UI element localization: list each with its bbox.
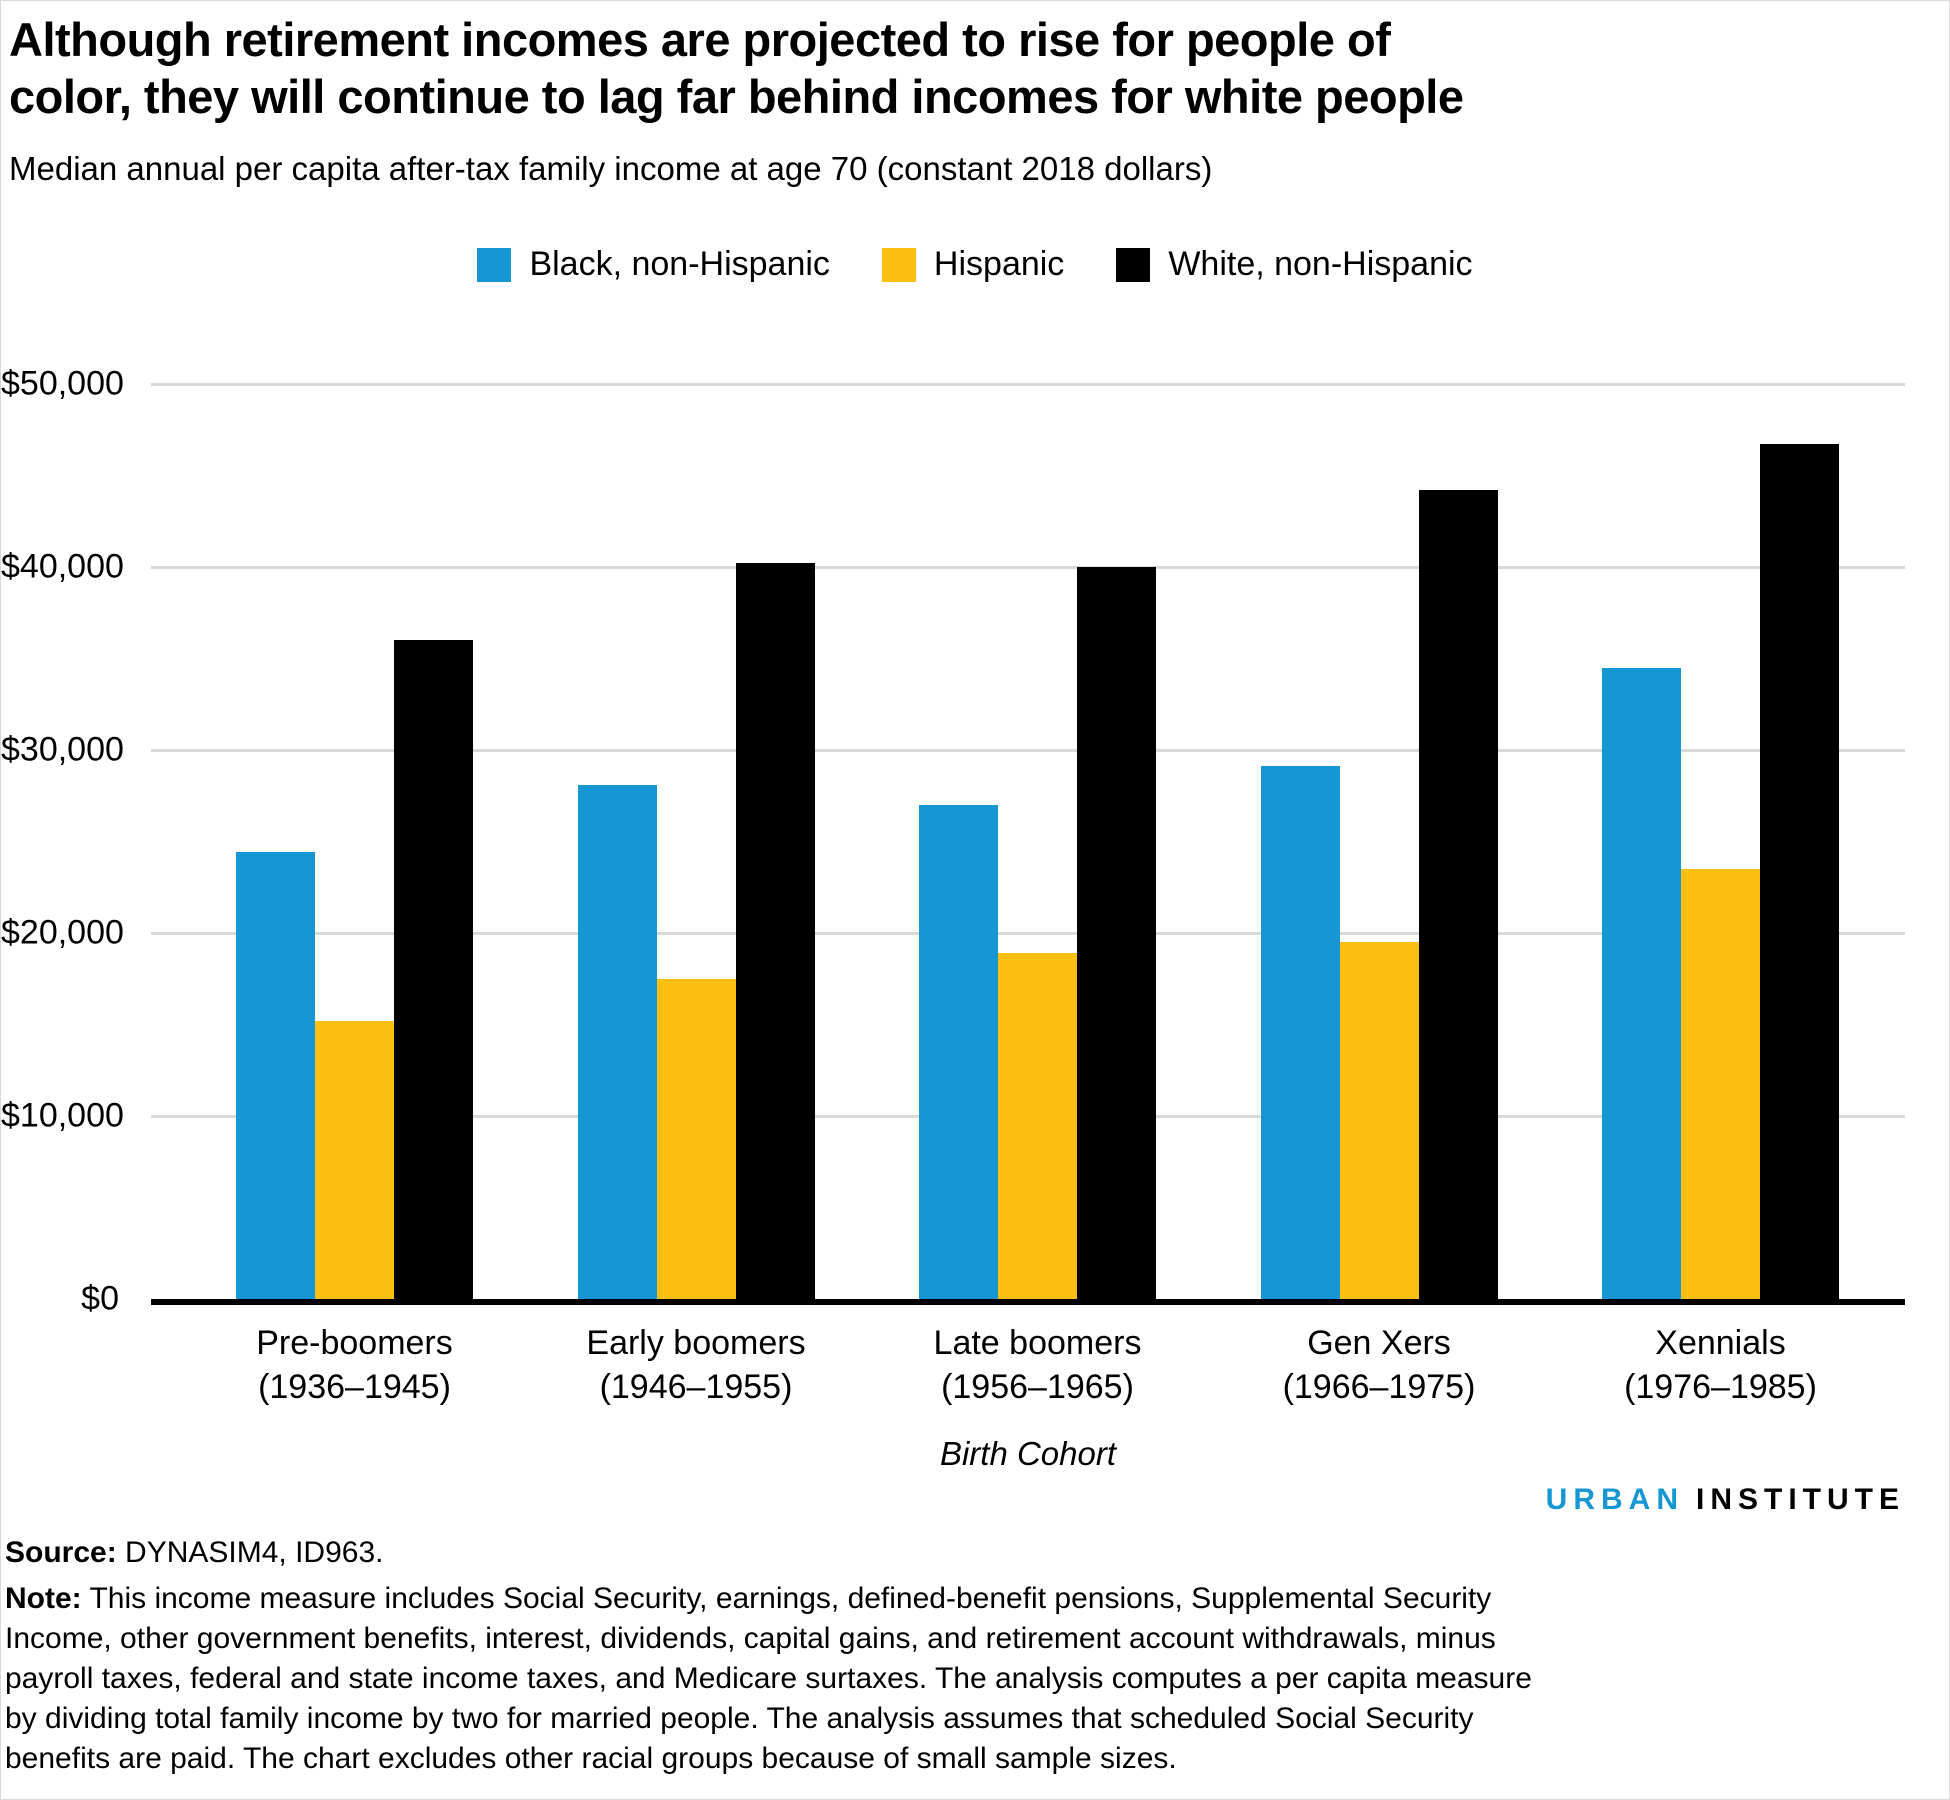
bar-group-pre-boomers xyxy=(236,384,473,1299)
bar-group-xennials xyxy=(1602,384,1839,1299)
bar-hispanic-xennials xyxy=(1681,868,1760,1299)
bar-white-non-hispanic-early-boomers xyxy=(735,563,815,1299)
source-text: DYNASIM4, ID963. xyxy=(116,1536,384,1569)
legend-label-white-non-hispanic: White, non-Hispanic xyxy=(1168,245,1473,283)
source-line: Source: DYNASIM4, ID963. xyxy=(1,1533,1949,1573)
legend-swatch-hispanic xyxy=(881,247,916,282)
bar-black-non-hispanic-pre-boomers xyxy=(236,852,315,1299)
gridline-40000 xyxy=(151,565,1905,569)
y-tick-label-10000: $10,000 xyxy=(1,1096,124,1135)
bar-group-early-boomers xyxy=(577,384,815,1299)
legend-item-black-non-hispanic: Black, non-Hispanic xyxy=(477,245,830,284)
bar-group-gen-xers xyxy=(1260,384,1498,1299)
gridline-20000 xyxy=(151,931,1905,935)
legend-label-hispanic: Hispanic xyxy=(933,245,1065,283)
legend-item-hispanic: Hispanic xyxy=(881,245,1065,284)
legend: Black, non-Hispanic Hispanic White, non-Hi… xyxy=(1,245,1949,284)
source-label: Source: xyxy=(5,1536,117,1569)
bar-black-non-hispanic-late-boomers xyxy=(919,804,998,1299)
bar-black-non-hispanic-early-boomers xyxy=(577,784,657,1299)
bar-white-non-hispanic-xennials xyxy=(1760,444,1839,1299)
x-label-late-boomers: Late boomers (1956–1965) xyxy=(919,1321,1156,1409)
bar-white-non-hispanic-pre-boomers xyxy=(394,640,473,1299)
legend-swatch-black-non-hispanic xyxy=(477,247,512,282)
logo-urban-text: URBAN xyxy=(1545,1483,1684,1516)
x-label-xennials: Xennials (1976–1985) xyxy=(1602,1321,1839,1409)
logo-institute-text: INSTITUTE xyxy=(1696,1483,1905,1516)
x-label-range-xennials: (1976–1985) xyxy=(1624,1368,1817,1406)
gridline-50000 xyxy=(151,382,1905,386)
x-axis-labels: Pre-boomers (1936–1945) Early boomers (1946… xyxy=(151,1321,1905,1409)
bar-white-non-hispanic-gen-xers xyxy=(1418,490,1498,1299)
chart-subtitle: Median annual per capita after-tax famil… xyxy=(9,150,1213,187)
gridline-30000 xyxy=(151,748,1905,752)
legend-label-black-non-hispanic: Black, non-Hispanic xyxy=(529,245,830,283)
note-line: Note: This income measure includes Socia… xyxy=(1,1579,1535,1779)
y-tick-label-40000: $40,000 xyxy=(1,547,124,586)
y-tick-label-0: $0 xyxy=(81,1279,119,1318)
urban-institute-logo: URBAN INSTITUTE xyxy=(1,1483,1905,1517)
x-label-pre-boomers: Pre-boomers (1936–1945) xyxy=(236,1321,473,1409)
x-label-range-pre-boomers: (1936–1945) xyxy=(258,1368,451,1406)
x-label-name-gen-xers: Gen Xers xyxy=(1307,1324,1451,1362)
x-label-range-early-boomers: (1946–1955) xyxy=(599,1368,793,1406)
bar-chart: $50,000 $40,000 $30,000 $20,000 $10,000 $0 Pr… xyxy=(1,365,1949,1473)
bar-black-non-hispanic-xennials xyxy=(1602,667,1681,1299)
bar-hispanic-gen-xers xyxy=(1339,942,1419,1299)
x-label-early-boomers: Early boomers (1946–1955) xyxy=(578,1321,815,1409)
plot-area: $50,000 $40,000 $30,000 $20,000 $10,000 $0 xyxy=(1,365,1905,1318)
bar-white-non-hispanic-late-boomers xyxy=(1077,567,1156,1299)
bar-black-non-hispanic-gen-xers xyxy=(1260,766,1340,1299)
x-axis-title: Birth Cohort xyxy=(939,1435,1117,1472)
bar-groups xyxy=(151,384,1905,1299)
legend-item-white-non-hispanic: White, non-Hispanic xyxy=(1116,245,1473,284)
x-label-gen-xers: Gen Xers (1966–1975) xyxy=(1261,1321,1498,1409)
x-label-range-late-boomers: (1956–1965) xyxy=(941,1368,1134,1406)
bar-hispanic-pre-boomers xyxy=(315,1020,394,1299)
note-label: Note: xyxy=(5,1582,82,1615)
legend-swatch-white-non-hispanic xyxy=(1116,247,1151,282)
x-label-name-early-boomers: Early boomers xyxy=(586,1324,806,1362)
x-label-name-xennials: Xennials xyxy=(1655,1324,1786,1362)
bar-hispanic-early-boomers xyxy=(656,978,736,1299)
note-text: This income measure includes Social Secu… xyxy=(5,1582,1532,1775)
x-label-range-gen-xers: (1966–1975) xyxy=(1282,1368,1476,1406)
bar-hispanic-late-boomers xyxy=(998,953,1077,1299)
bar-group-late-boomers xyxy=(919,384,1156,1299)
y-tick-label-50000: $50,000 xyxy=(1,364,124,403)
x-label-name-pre-boomers: Pre-boomers xyxy=(256,1324,453,1362)
y-tick-label-20000: $20,000 xyxy=(1,913,124,952)
x-label-name-late-boomers: Late boomers xyxy=(933,1324,1142,1362)
chart-title: Although retirement incomes are projecte… xyxy=(9,13,1464,123)
y-tick-label-30000: $30,000 xyxy=(1,730,124,769)
